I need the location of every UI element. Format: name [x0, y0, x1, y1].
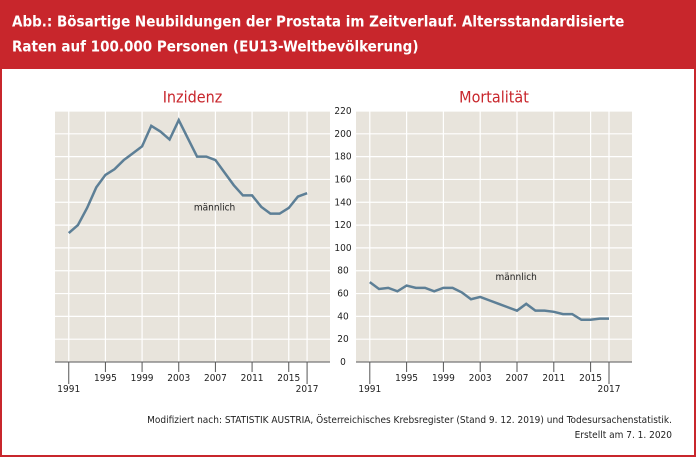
x-tick-label: 2011: [542, 373, 565, 384]
x-tick-label: 2011: [241, 373, 264, 384]
x-tick-label: 2003: [469, 373, 492, 384]
plot-area: [55, 111, 330, 362]
y-tick-label: 20: [337, 334, 349, 345]
y-tick-label: 160: [334, 174, 351, 185]
title: Abb.: Bösartige Neubildungen der Prostat…: [12, 13, 624, 31]
x-tick-label: 2017: [598, 384, 621, 395]
y-tick-label: 80: [337, 266, 349, 277]
line: [369, 281, 609, 322]
y-tick-label: 100: [334, 243, 351, 254]
y-tick-label: 140: [334, 197, 351, 208]
y-tick-label: 0: [340, 357, 346, 368]
source: Modifiziert nach: STATISTIK AUSTRIA, Öst…: [147, 413, 672, 426]
x-tick-label: 2015: [277, 373, 300, 384]
x-tick-label: 2003: [167, 373, 190, 384]
x-tick-label: 1991: [358, 384, 381, 395]
title: Raten auf 100.000 Personen (EU13-Weltbev…: [12, 38, 419, 56]
source: Erstellt am 7. 1. 2020: [575, 430, 673, 441]
y-tick-label: 120: [334, 220, 351, 231]
y-tick-label: 40: [337, 311, 349, 322]
panel-title: Mortalität: [459, 88, 529, 107]
x-tick-label: 1995: [395, 373, 418, 384]
series-label: männlich: [496, 272, 537, 283]
x-tick-label: 2015: [579, 373, 602, 384]
panel-title: Inzidenz: [163, 88, 223, 107]
y-tick-label: 60: [337, 289, 349, 300]
header: [1, 1, 695, 69]
x-tick-label: 2007: [204, 373, 227, 384]
x-tick-label: 2017: [296, 384, 319, 395]
x-tick-label: 1999: [131, 373, 154, 384]
x-tick-label: 2007: [506, 373, 529, 384]
line: [67, 117, 308, 235]
y-tick-label: 180: [334, 152, 351, 163]
x-tick-label: 1995: [94, 373, 117, 384]
y-tick-label: 200: [334, 129, 351, 140]
y-tick-label: 220: [334, 106, 351, 117]
x-tick-label: 1999: [432, 373, 455, 384]
x-tick-label: 1991: [57, 384, 80, 395]
series-label: männlich: [194, 203, 235, 214]
